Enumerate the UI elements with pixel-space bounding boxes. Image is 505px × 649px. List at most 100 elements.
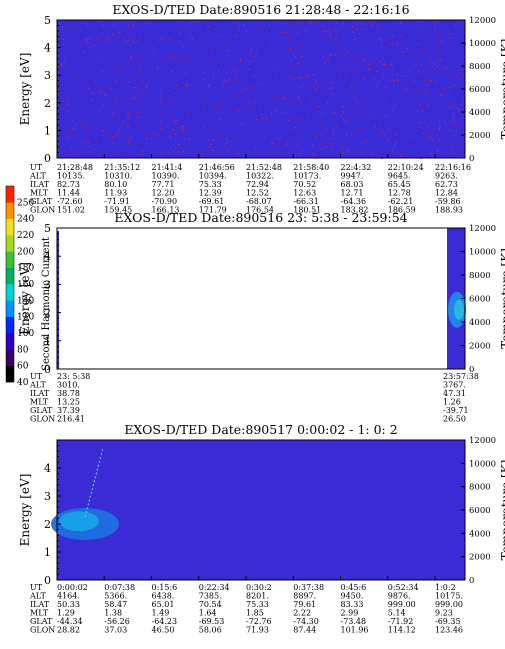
noise-speck <box>252 88 254 90</box>
noise-speck <box>92 148 94 151</box>
table-cell: 12.39 <box>199 189 222 198</box>
noise-speck <box>434 54 436 57</box>
noise-speck <box>232 23 234 25</box>
noise-speck <box>322 68 324 71</box>
noise-speck <box>430 59 432 61</box>
noise-speck <box>94 81 96 83</box>
noise-speck <box>400 83 402 85</box>
noise-speck <box>112 142 114 144</box>
noise-speck <box>160 121 162 123</box>
noise-speck <box>186 83 188 86</box>
table-cell: 70.54 <box>199 600 222 609</box>
noise-speck <box>243 24 245 26</box>
noise-speck <box>367 69 369 71</box>
noise-speck <box>262 117 264 119</box>
noise-speck <box>270 113 273 115</box>
noise-speck <box>331 110 333 112</box>
noise-speck <box>376 84 379 86</box>
noise-speck <box>160 92 162 95</box>
noise-speck <box>242 107 244 109</box>
noise-speck <box>380 46 383 48</box>
noise-speck <box>342 151 344 154</box>
noise-speck <box>324 146 326 148</box>
noise-speck <box>343 68 345 71</box>
table-cell: 1.85 <box>246 609 264 618</box>
noise-speck <box>418 57 420 59</box>
row-label: UT <box>30 583 43 592</box>
table-cell: 9.23 <box>435 609 453 618</box>
noise-speck <box>60 64 62 66</box>
table-cell: 65.45 <box>388 180 411 189</box>
noise-speck <box>394 153 397 155</box>
noise-speck <box>415 64 417 66</box>
noise-speck <box>378 127 380 129</box>
noise-speck <box>74 75 76 77</box>
noise-speck <box>453 134 455 136</box>
table-cell: 1.64 <box>199 609 217 618</box>
noise-speck <box>172 129 174 131</box>
noise-speck <box>266 445 268 447</box>
colorbar-segment <box>6 251 14 268</box>
noise-speck <box>69 136 71 139</box>
noise-speck <box>142 81 144 83</box>
table-cell: -69.53 <box>199 617 225 626</box>
y2-tick-label: 10000 <box>469 459 496 469</box>
noise-speck <box>128 473 130 475</box>
noise-speck <box>208 84 210 86</box>
noise-speck <box>367 105 369 107</box>
noise-speck <box>146 85 148 87</box>
noise-speck <box>317 133 319 135</box>
table-cell: 11.93 <box>104 189 127 198</box>
panel-2 <box>56 227 466 370</box>
noise-speck <box>70 112 72 114</box>
noise-speck <box>428 63 430 65</box>
noise-speck <box>396 74 398 76</box>
colorbar-segment <box>6 365 14 383</box>
y-tick-label: 2 <box>44 97 51 110</box>
noise-speck <box>174 116 176 118</box>
noise-speck <box>288 105 290 107</box>
noise-speck <box>334 54 337 56</box>
noise-speck <box>251 86 254 88</box>
colorbar-segment <box>6 349 14 366</box>
noise-speck <box>160 152 162 154</box>
noise-speck <box>255 20 257 22</box>
noise-speck <box>450 147 453 149</box>
noise-speck <box>376 70 378 72</box>
table-cell: 62.73 <box>435 180 458 189</box>
noise-speck <box>203 35 206 37</box>
noise-speck <box>263 83 265 85</box>
noise-speck <box>118 128 120 130</box>
noise-speck <box>314 88 316 90</box>
noise-speck <box>127 39 129 41</box>
noise-speck <box>127 61 129 63</box>
noise-speck <box>99 91 101 94</box>
noise-speck <box>272 89 274 91</box>
noise-speck <box>289 58 292 60</box>
colorbar-segment <box>6 186 14 203</box>
noise-speck <box>92 53 94 55</box>
table-cell: 12.84 <box>435 189 458 198</box>
noise-speck <box>84 39 86 41</box>
noise-speck <box>88 26 90 28</box>
noise-speck <box>58 22 61 24</box>
noise-speck <box>390 64 392 66</box>
noise-speck <box>222 47 224 49</box>
noise-speck <box>424 31 426 33</box>
table-cell: 21:35:12 <box>104 163 140 172</box>
table-cell: 22:10:24 <box>388 163 424 172</box>
noise-speck <box>400 542 402 544</box>
noise-speck <box>69 89 71 91</box>
colorbar-label: Second Harmonic Current <box>41 237 52 371</box>
noise-speck <box>294 71 296 73</box>
noise-speck <box>354 151 356 153</box>
noise-speck <box>102 104 104 106</box>
noise-speck <box>180 506 182 508</box>
noise-speck <box>140 67 142 69</box>
noise-speck <box>109 39 112 41</box>
noise-speck <box>294 56 296 58</box>
table-cell: 10394. <box>199 172 227 181</box>
y2-tick-label: 12000 <box>469 436 496 446</box>
table-cell: -56.26 <box>104 617 130 626</box>
noise-speck <box>64 510 65 512</box>
